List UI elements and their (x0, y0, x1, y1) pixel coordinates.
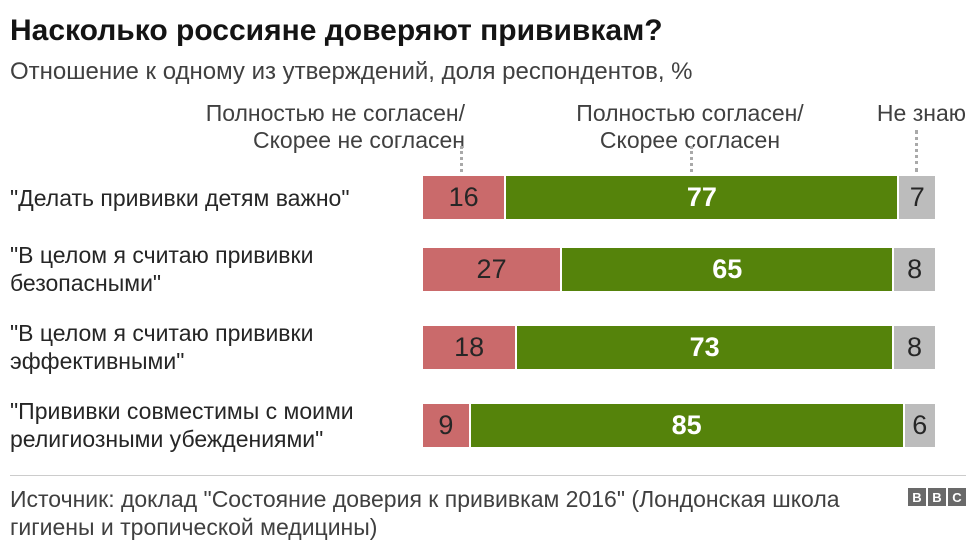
row-label: "Делать прививки детям важно" (10, 184, 350, 211)
bar-segment-agree: 77 (506, 176, 898, 219)
chart-row: "В целом я считаю прививки безопасными" 2… (10, 241, 966, 297)
chart-row: "Прививки совместимы с моими религиозным… (10, 397, 966, 453)
stacked-bar: 16 77 7 (423, 176, 935, 219)
legend-agree-line1: Полностью согласен/ (576, 100, 804, 126)
legend-label-agree: Полностью согласен/ Скорее согласен (505, 100, 875, 154)
legend-agree-line2: Скорее согласен (599, 127, 781, 153)
leader-line-dontknow (915, 130, 918, 172)
bar-segment-dontknow: 7 (899, 176, 935, 219)
footer: Источник: доклад "Состояние доверия к пр… (10, 475, 966, 541)
leader-line-agree (690, 146, 693, 172)
bar-segment-agree: 65 (562, 247, 893, 291)
legend: Полностью не согласен/ Скорее не согласе… (10, 100, 966, 174)
bbc-logo-block: B (928, 488, 946, 506)
stacked-bar: 18 73 8 (423, 325, 935, 369)
bar-segment-dontknow: 8 (893, 325, 935, 369)
chart-row: "В целом я считаю прививки эффективными"… (10, 319, 966, 375)
row-label: "Прививки совместимы с моими религиозным… (10, 398, 354, 452)
bar-chart: "Делать прививки детям важно" 16 77 7 "В цел… (10, 176, 966, 453)
chart-title: Насколько россияне доверяют прививкам? (10, 14, 663, 47)
bar-segment-disagree: 16 (423, 176, 505, 219)
legend-disagree-line2: Скорее не согласен (252, 127, 465, 153)
bbc-logo-block: C (948, 488, 966, 506)
row-label: "В целом я считаю прививки эффективными" (10, 320, 314, 374)
chart-row: "Делать прививки детям важно" 16 77 7 (10, 176, 966, 219)
stacked-bar: 9 85 6 (423, 403, 935, 447)
legend-disagree-line1: Полностью не согласен/ (205, 100, 465, 126)
stacked-bar: 27 65 8 (423, 247, 935, 291)
bar-segment-dontknow: 6 (904, 403, 935, 447)
bbc-logo-block: B (908, 488, 926, 506)
bar-segment-dontknow: 8 (894, 247, 935, 291)
row-label: "В целом я считаю прививки безопасными" (10, 242, 314, 296)
bar-segment-agree: 85 (470, 403, 903, 447)
bar-segment-disagree: 18 (423, 325, 516, 369)
source-text: Источник: доклад "Состояние доверия к пр… (10, 486, 840, 540)
leader-line-disagree (460, 146, 463, 172)
bar-segment-disagree: 9 (423, 403, 469, 447)
legend-label-disagree: Полностью не согласен/ Скорее не согласе… (10, 100, 465, 154)
legend-label-dontknow: Не знаю (876, 100, 966, 126)
bar-segment-agree: 73 (517, 325, 892, 369)
bar-segment-disagree: 27 (423, 247, 561, 291)
chart-subtitle: Отношение к одному из утверждений, доля … (10, 58, 693, 85)
